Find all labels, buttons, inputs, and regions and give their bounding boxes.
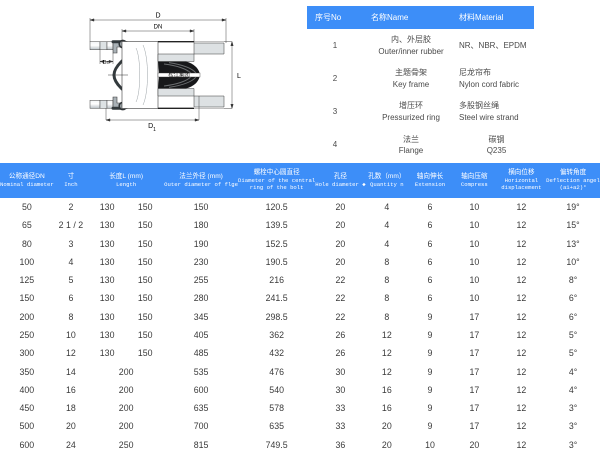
- svg-text:L: L: [237, 73, 241, 80]
- svg-text:松江集团: 松江集团: [168, 70, 190, 78]
- svg-text:Dn: Dn: [102, 60, 109, 66]
- svg-text:DN: DN: [154, 25, 163, 31]
- svg-text:D1: D1: [148, 123, 156, 133]
- svg-text:D: D: [155, 13, 160, 20]
